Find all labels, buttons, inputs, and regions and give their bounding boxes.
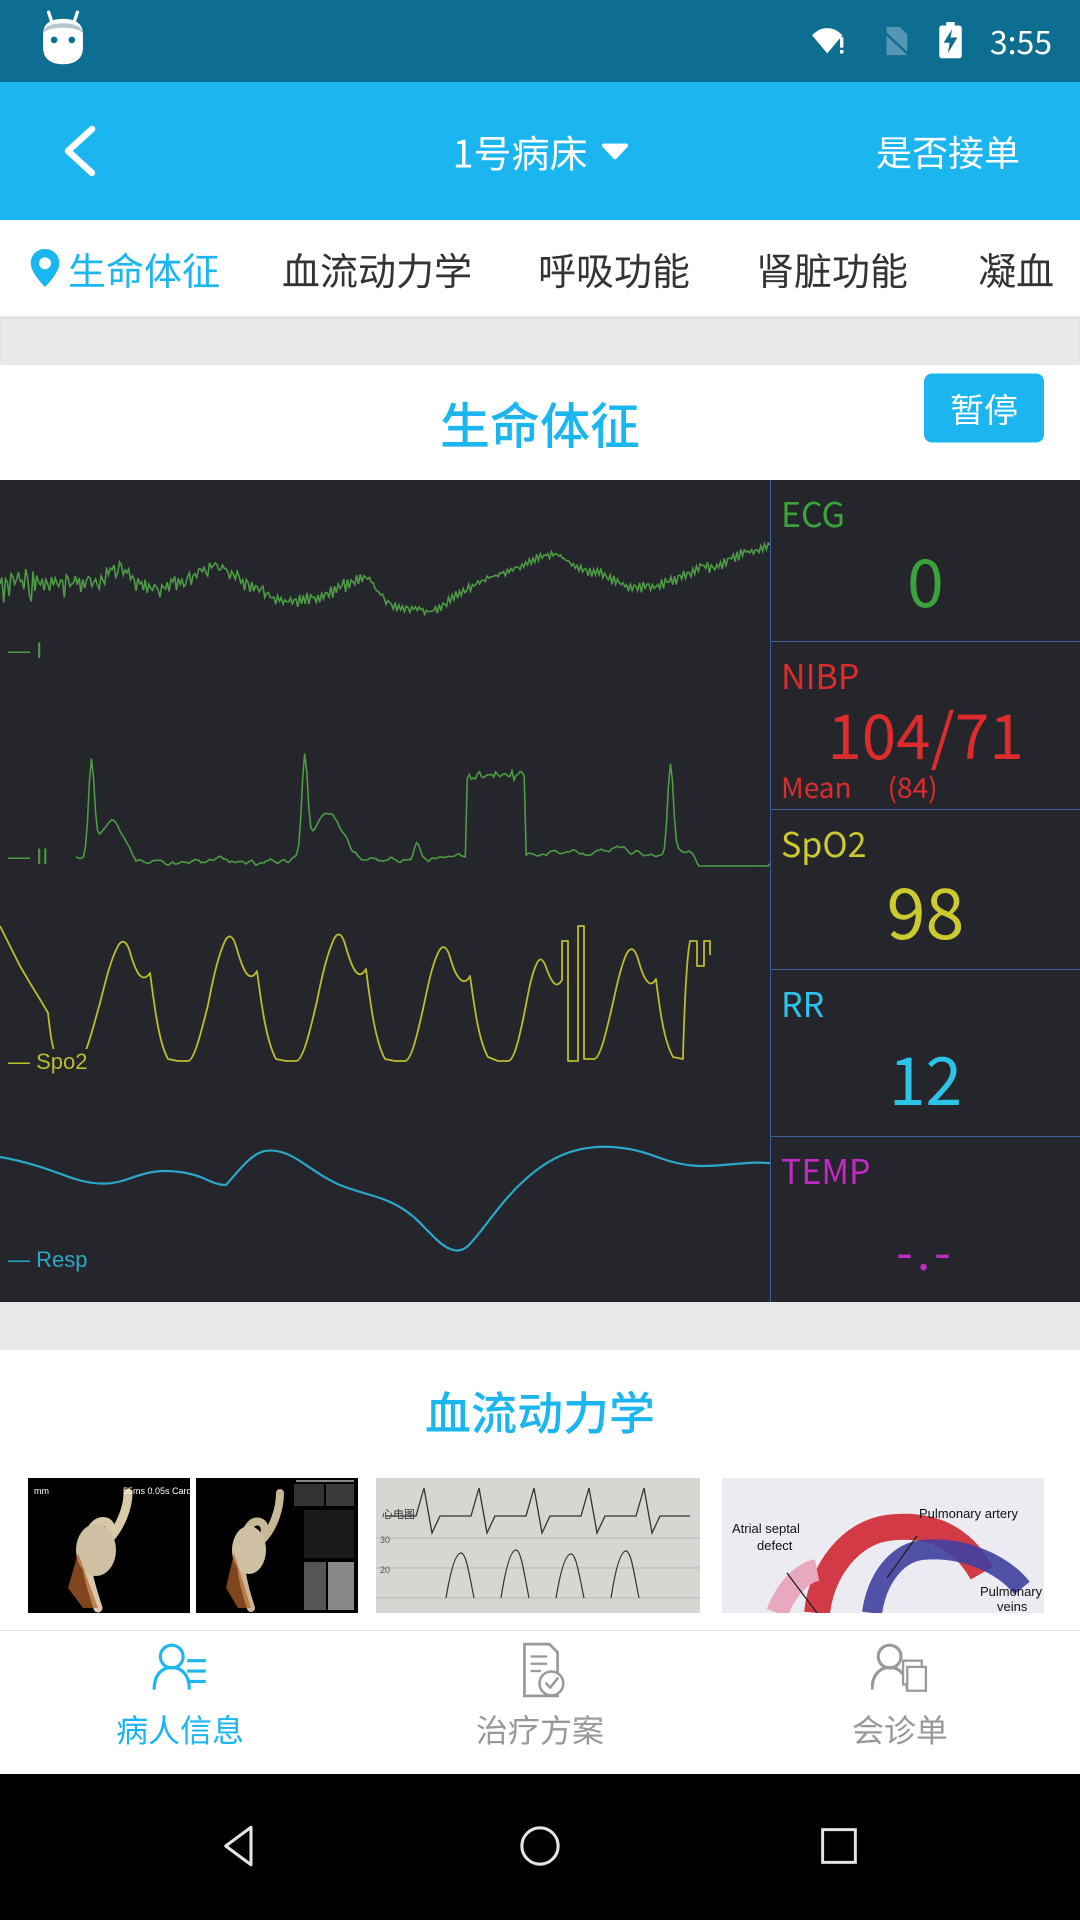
svg-text:Pulmonary artery: Pulmonary artery: [919, 1506, 1018, 1521]
svg-text:心电图: 心电图: [382, 1508, 415, 1521]
svg-text:— Spo2: — Spo2: [8, 1049, 88, 1074]
svg-text:Pulmonary: Pulmonary: [980, 1584, 1043, 1599]
svg-text:30: 30: [380, 1535, 390, 1545]
svg-text:defect: defect: [757, 1538, 793, 1553]
svg-text:Atrial septal: Atrial septal: [732, 1521, 800, 1536]
svg-text:— I: — I: [8, 638, 42, 663]
svg-text:mm: mm: [34, 1486, 49, 1496]
svg-text:20: 20: [380, 1565, 390, 1575]
svg-text:— II: — II: [8, 844, 48, 869]
svg-text:veins: veins: [997, 1599, 1028, 1613]
svg-text:55ms 0.05s Cardi: 55ms 0.05s Cardi: [123, 1486, 190, 1496]
svg-text:— Resp: — Resp: [8, 1247, 87, 1272]
